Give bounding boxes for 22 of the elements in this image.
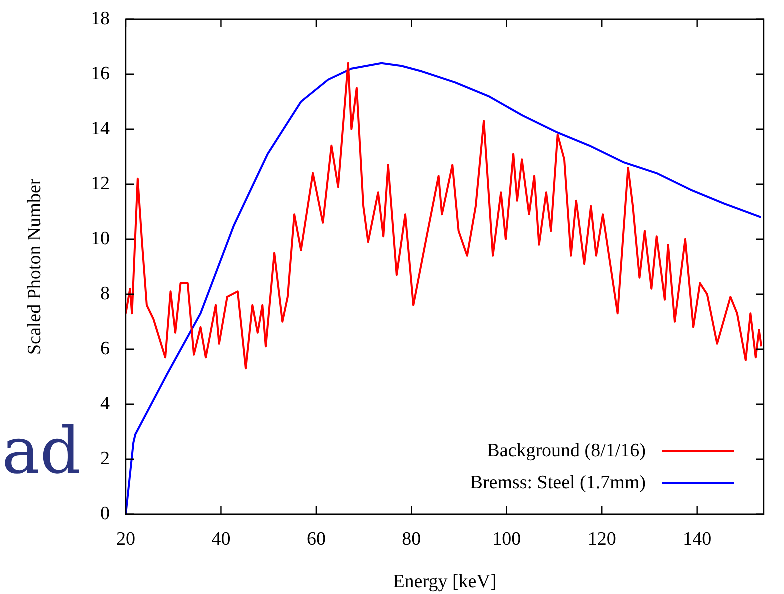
x-tick-label: 20 [116,528,136,550]
y-axis-title: Scaled Photon Number [24,178,46,356]
y-tick-label: 8 [100,283,110,304]
legend-label: Bremss: Steel (1.7mm) [470,472,646,494]
y-tick-label: 6 [100,338,110,360]
y-tick-label: 14 [91,118,110,140]
y-tick-label: 12 [91,173,110,194]
x-tick-label: 80 [402,528,422,550]
x-tick-label: 100 [492,528,522,550]
legend-label: Background (8/1/16) [487,440,646,462]
x-tick-label: 140 [683,528,712,550]
y-tick-label: 16 [91,63,110,84]
x-axis-title: Energy [keV] [393,572,497,593]
y-tick-label: 0 [100,503,110,524]
y-tick-label: 4 [100,393,110,414]
y-tick-label: 10 [91,228,110,250]
text: ad [2,415,82,489]
y-tick-label: 2 [100,448,110,470]
x-tick-label: 40 [212,528,231,550]
x-tick-label: 120 [588,528,616,550]
y-tick-label: 18 [91,8,110,30]
x-tick-label: 60 [306,528,326,550]
